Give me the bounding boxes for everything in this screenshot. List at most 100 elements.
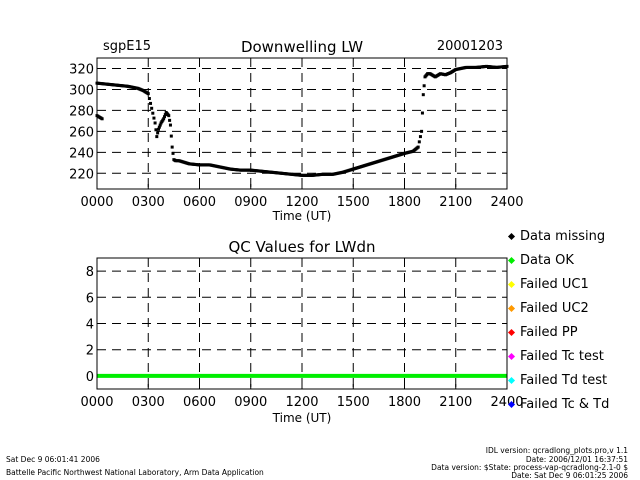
legend-label: Failed Tc test	[520, 349, 604, 364]
footer-data-date: Date: Sat Dec 9 06:01:25 2006	[511, 471, 628, 480]
bottom-x-tick-label: 0600	[183, 395, 216, 410]
bottom-y-tick-labels: 0 2 4 6 8	[86, 265, 94, 385]
lw-data-point	[157, 125, 161, 129]
bottom-y-tick-label: 4	[86, 318, 94, 333]
bottom-chart-frame	[96, 257, 508, 390]
date-label: 20001203	[437, 39, 503, 54]
lw-data-point	[163, 113, 167, 117]
top-y-tick-labels: 220 240 260 280 300 320	[69, 62, 94, 182]
top-x-axis-label: Time (UT)	[272, 209, 332, 223]
lw-data-point	[153, 121, 157, 125]
lw-data-point	[168, 118, 172, 122]
legend-item: Failed Tc & Td	[507, 397, 610, 412]
lw-data-point	[417, 140, 421, 144]
lw-data-point	[151, 111, 155, 115]
legend-marker-icon	[507, 304, 516, 313]
legend-marker-icon	[507, 400, 516, 409]
bottom-x-tick-label: 1200	[285, 395, 318, 410]
legend-item: Failed Tc test	[507, 349, 604, 364]
top-x-tick-label: 2100	[439, 195, 472, 210]
bottom-x-tick-label: 2400	[490, 395, 523, 410]
legend-label: Failed UC1	[520, 277, 589, 292]
top-chart-grid	[96, 58, 508, 189]
bottom-x-tick-label: 0300	[132, 395, 165, 410]
legend-item: Failed UC2	[507, 301, 589, 316]
bottom-chart-grid	[96, 258, 508, 389]
legend-item: Data OK	[507, 253, 574, 268]
legend-item: Failed Td test	[507, 373, 608, 388]
lw-data-point	[149, 101, 153, 105]
legend-label: Failed Tc & Td	[520, 397, 610, 412]
footer-idl-version: IDL version: qcradlong_plots.pro,v 1.1	[485, 446, 628, 455]
lw-data-point	[155, 135, 159, 139]
top-x-tick-labels: 0000 0300 0600 0900 1200 1500 1800 2100 2400	[80, 195, 523, 210]
legend-item: Failed PP	[507, 325, 578, 340]
lw-data-point	[158, 123, 162, 127]
top-y-tick-label: 220	[69, 167, 94, 182]
legend-item: Data missing	[507, 229, 606, 244]
top-y-tick-label: 300	[69, 83, 94, 98]
footer-lab: Battelle Pacific Northwest National Labo…	[6, 468, 264, 477]
lw-data-point	[421, 93, 425, 97]
top-y-tick-label: 320	[69, 62, 94, 77]
legend-marker-icon	[507, 256, 516, 265]
lw-data-point	[156, 131, 160, 135]
top-x-tick-label: 1200	[285, 195, 318, 210]
lw-data-point	[150, 106, 154, 110]
lw-data-point	[100, 117, 104, 121]
lw-data-point	[422, 84, 426, 88]
lw-data-point	[416, 145, 420, 149]
top-x-tick-label: 1800	[388, 195, 421, 210]
footer-data-version: Data version: $State: process-vap-qcradl…	[431, 463, 628, 472]
lw-data-point	[420, 111, 424, 115]
legend-label: Failed PP	[520, 325, 578, 340]
lw-data-point	[418, 135, 422, 139]
top-chart-title: Downwelling LW	[241, 38, 363, 56]
lw-data-point	[157, 127, 160, 131]
legend-label: Failed Td test	[520, 373, 608, 388]
legend-item: Failed UC1	[507, 277, 589, 292]
bottom-x-tick-label: 1800	[388, 395, 421, 410]
bottom-x-tick-labels: 0000 0300 0600 0900 1200 1500 1800 2100 2400	[80, 395, 523, 410]
lw-data-point	[162, 115, 166, 119]
bottom-x-tick-label: 0900	[234, 395, 267, 410]
bottom-chart-title: QC Values for LWdn	[228, 238, 375, 256]
lw-data-point	[420, 129, 424, 133]
footer-idl-date: Date: 2006/12/01 16:37:51	[525, 455, 628, 464]
bottom-x-tick-label: 1500	[337, 395, 370, 410]
top-y-tick-label: 260	[69, 125, 94, 140]
top-x-tick-label: 0600	[183, 195, 216, 210]
legend-marker-icon	[507, 328, 516, 337]
top-x-tick-label: 0900	[234, 195, 267, 210]
legend-marker-icon	[507, 376, 516, 385]
lw-data-point	[154, 128, 158, 132]
legend-label: Data OK	[520, 253, 574, 268]
top-x-tick-label: 0300	[132, 195, 165, 210]
legend-label: Failed UC2	[520, 301, 589, 316]
lw-data-point	[168, 123, 172, 127]
bottom-x-axis-label: Time (UT)	[272, 411, 332, 425]
legend-label: Data missing	[520, 229, 606, 244]
top-x-tick-label: 0000	[80, 195, 113, 210]
bottom-y-tick-label: 6	[86, 291, 94, 306]
lw-data-point	[169, 134, 173, 138]
bottom-y-tick-label: 8	[86, 265, 94, 280]
lw-data-point	[147, 97, 151, 101]
legend-marker-icon	[507, 352, 516, 361]
top-y-tick-label: 280	[69, 104, 94, 119]
top-x-tick-label: 1500	[337, 195, 370, 210]
bottom-y-tick-label: 2	[86, 344, 94, 359]
bottom-y-tick-label: 0	[86, 370, 94, 385]
bottom-x-tick-label: 2100	[439, 395, 472, 410]
lw-data-point	[152, 116, 156, 120]
lw-data-point	[171, 151, 175, 155]
legend-marker-icon	[507, 280, 516, 289]
legend-marker-icon	[507, 232, 516, 241]
lw-data-point	[162, 117, 166, 121]
top-y-tick-label: 240	[69, 146, 94, 161]
bottom-x-tick-label: 0000	[80, 395, 113, 410]
lw-data-point	[170, 145, 174, 149]
top-chart-data	[95, 64, 509, 177]
top-chart-frame	[96, 57, 508, 190]
